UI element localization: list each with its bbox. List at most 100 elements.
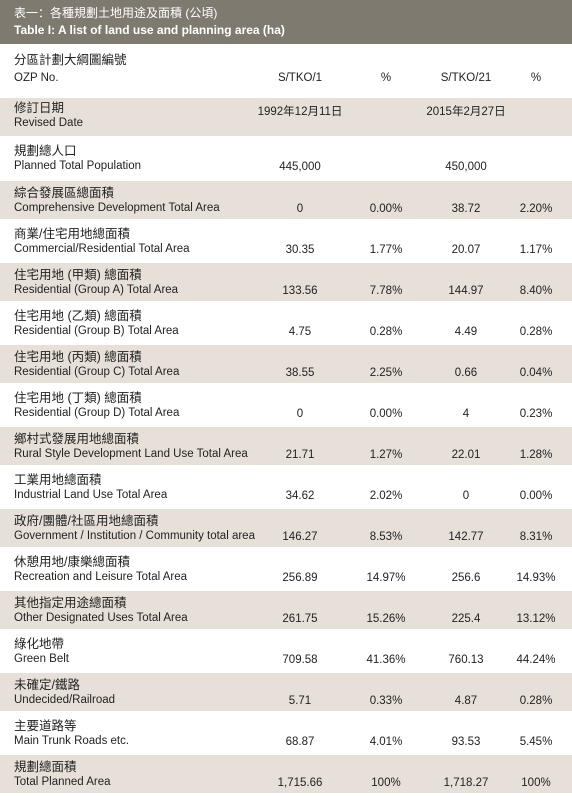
row-col3: 4.87: [454, 695, 478, 707]
row-col4: 1.28%: [519, 449, 553, 461]
row-label-zh: 未確定/鐵路: [14, 678, 80, 692]
row-col1: 5.71: [288, 695, 312, 707]
row-col1: 261.75: [282, 613, 318, 625]
row-label-zh: 綠化地帶: [14, 637, 65, 651]
table-row: 住宅用地 (丁類) 總面積 Residential (Group D) Total…: [0, 386, 572, 427]
row-col4: 0.23%: [519, 408, 553, 420]
row-col2: 1.27%: [369, 449, 403, 461]
date-label-zh: 修訂日期: [14, 101, 65, 115]
row-col3: 4.49: [454, 326, 478, 338]
row-col3: 1,718.27: [443, 777, 489, 789]
row-label-zh: 休憩用地/康樂總面積: [14, 555, 130, 569]
row-label-zh: 鄉村式發展用地總面積: [14, 432, 140, 446]
row-label-zh: 住宅用地 (丙類) 總面積: [14, 350, 142, 364]
table-row: 綠化地帶 Green Belt 709.58 41.36% 760.13 44.24%: [0, 632, 572, 673]
row-label-en: Main Trunk Roads etc.: [14, 735, 130, 747]
row-label-en: Rural Style Development Land Use Total A…: [14, 448, 248, 460]
header-row: 分區計劃大綱圖編號 OZP No. S/TKO/1 % S/TKO/21 %: [0, 44, 572, 98]
row-col4: 5.45%: [519, 736, 553, 748]
row-col3: 225.4: [451, 613, 481, 625]
date-row: 修訂日期 Revised Date 1992年12月11日 2015年2月27日: [0, 98, 572, 139]
row-col1: 21.71: [285, 449, 315, 461]
table-row: 其他指定用途總面積 Other Designated Uses Total Are…: [0, 591, 572, 632]
row-col2: 0.00%: [369, 408, 403, 420]
row-label-en: Green Belt: [14, 653, 69, 665]
date-col3: 2015年2月27日: [426, 106, 506, 118]
table-row: 綜合發展區總面積 Comprehensive Development Total …: [0, 181, 572, 222]
row-col1: 146.27: [282, 531, 318, 543]
header-col4: %: [530, 72, 542, 84]
table-row: 住宅用地 (乙類) 總面積 Residential (Group B) Total…: [0, 304, 572, 345]
table-row: 商業/住宅用地總面積 Commercial/Residential Total A…: [0, 222, 572, 263]
row-label-zh: 商業/住宅用地總面積: [14, 227, 130, 241]
row-col3: 760.13: [448, 654, 484, 666]
row-col1: 4.75: [288, 326, 312, 338]
row-label-en: Total Planned Area: [14, 776, 111, 788]
row-label-zh: 政府/團體/社區用地總面積: [14, 514, 159, 528]
row-col1: 709.58: [282, 654, 318, 666]
row-label-en: Planned Total Population: [14, 160, 142, 172]
table-row: 休憩用地/康樂總面積 Recreation and Leisure Total A…: [0, 550, 572, 591]
row-label-en: Government / Institution / Community tot…: [14, 530, 255, 542]
table-row: 政府/團體/社區用地總面積 Government / Institution / …: [0, 509, 572, 550]
table-row: 住宅用地 (丙類) 總面積 Residential (Group C) Total…: [0, 345, 572, 386]
row-col3: 142.77: [448, 531, 484, 543]
row-col2: 0.00%: [369, 203, 403, 215]
row-label-zh: 住宅用地 (乙類) 總面積: [14, 309, 142, 323]
row-label-en: Industrial Land Use Total Area: [14, 489, 168, 501]
row-label-en: Residential (Group C) Total Area: [14, 366, 180, 378]
row-col3: 38.72: [451, 203, 481, 215]
table-row: 規劃總面積 Total Planned Area 1,715.66 100% 1,718…: [0, 755, 572, 796]
table-row: 未確定/鐵路 Undecided/Railroad 5.71 0.33% 4.87 0.2…: [0, 673, 572, 714]
row-label-en: Undecided/Railroad: [14, 694, 116, 706]
row-col3: 20.07: [451, 244, 481, 256]
row-col4: 13.12%: [516, 613, 556, 625]
row-col4: 8.31%: [519, 531, 553, 543]
row-col4: 0.28%: [519, 326, 553, 338]
header-col3: S/TKO/21: [440, 72, 492, 84]
table-title-zh: 表一：各種規劃土地用途及面積 (公頃): [14, 6, 218, 20]
row-col3: 22.01: [451, 449, 481, 461]
row-col1: 68.87: [285, 736, 315, 748]
row-col1: 256.89: [282, 572, 318, 584]
row-col2: 0.28%: [369, 326, 403, 338]
table-row: 工業用地總面積 Industrial Land Use Total Area 34.…: [0, 468, 572, 509]
row-col1: 34.62: [285, 490, 315, 502]
row-col1: 30.35: [285, 244, 315, 256]
row-col2: 0.33%: [369, 695, 403, 707]
row-label-en: Residential (Group B) Total Area: [14, 325, 179, 337]
row-label-en: Commercial/Residential Total Area: [14, 243, 190, 255]
row-col3: 0.66: [454, 367, 478, 379]
row-col2: 7.78%: [369, 285, 403, 297]
row-col4: 0.28%: [519, 695, 553, 707]
row-label-en: Other Designated Uses Total Area: [14, 612, 188, 624]
row-col1: 0: [296, 203, 304, 215]
row-col3: 450,000: [445, 161, 487, 173]
row-label-en: Residential (Group A) Total Area: [14, 284, 179, 296]
date-col1: 1992年12月11日: [257, 106, 343, 118]
row-col3: 256.6: [451, 572, 481, 584]
row-col4: 14.93%: [516, 572, 556, 584]
row-col2: 8.53%: [369, 531, 403, 543]
row-col2: 41.36%: [366, 654, 406, 666]
header-label-en: OZP No.: [14, 72, 59, 84]
row-label-zh: 住宅用地 (丁類) 總面積: [14, 391, 142, 405]
row-col3: 4: [462, 408, 470, 420]
row-label-zh: 規劃總面積: [14, 760, 77, 774]
row-label-zh: 規劃總人口: [14, 144, 77, 158]
row-col3: 144.97: [448, 285, 484, 297]
header-label-zh: 分區計劃大綱圖編號: [14, 53, 127, 67]
row-col2: 2.02%: [369, 490, 403, 502]
header-col1: S/TKO/1: [277, 72, 323, 84]
row-label-zh: 住宅用地 (甲類) 總面積: [14, 268, 142, 282]
row-col2: 1.77%: [369, 244, 403, 256]
table-row: 住宅用地 (甲類) 總面積 Residential (Group A) Total…: [0, 263, 572, 304]
row-col4: 100%: [521, 777, 551, 789]
row-col4: 44.24%: [516, 654, 556, 666]
row-col3: 0: [462, 490, 470, 502]
header-col2: %: [380, 72, 392, 84]
row-col2: 2.25%: [369, 367, 403, 379]
row-col4: 8.40%: [519, 285, 553, 297]
row-col1: 445,000: [279, 161, 321, 173]
row-col4: 0.04%: [519, 367, 553, 379]
